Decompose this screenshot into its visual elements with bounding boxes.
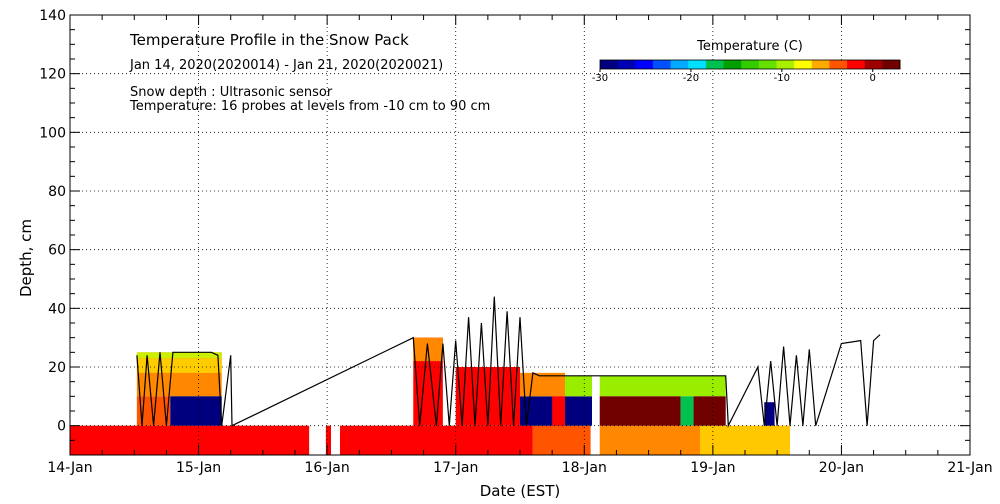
ground-temperature-cell-2 <box>340 425 533 455</box>
y-tick-label-1: 20 <box>48 360 66 376</box>
colorbar-swatch-10 <box>776 60 795 69</box>
snow-depth-layer <box>136 296 881 428</box>
y-tick-label-4: 80 <box>48 184 66 200</box>
colorbar-swatch-3 <box>652 60 672 69</box>
ground-temperature-cell-4 <box>590 425 600 455</box>
x-tick-label-5: 19-Jan <box>690 460 735 476</box>
y-tick-label-7: 140 <box>39 8 66 24</box>
y-axis-label: Depth, cm <box>17 219 35 297</box>
colorbar-swatch-14 <box>847 60 866 69</box>
colorbar-swatch-1 <box>617 60 636 69</box>
colorbar-swatch-6 <box>705 60 725 69</box>
colorbar-label: Temperature (C) <box>696 39 803 54</box>
snow-temperature-cell-1 <box>136 358 222 373</box>
chart-title: Temperature Profile in the Snow Pack <box>129 31 409 49</box>
x-axis-label: Date (EST) <box>480 482 561 500</box>
y-tick-label-3: 60 <box>48 243 66 259</box>
x-tick-label-3: 17-Jan <box>433 460 478 476</box>
colorbar-swatch-0 <box>600 60 619 69</box>
snow-temperature-cell-13 <box>592 375 600 426</box>
x-tick-label-6: 20-Jan <box>819 460 864 476</box>
colorbar-swatch-7 <box>723 60 742 69</box>
colorbar-swatch-11 <box>794 60 813 69</box>
snow-temperature-layer <box>136 337 775 426</box>
colorbar-swatch-13 <box>829 60 848 69</box>
colorbar-tick-label-1: -20 <box>683 73 699 84</box>
ground-temperature-cell-3 <box>532 425 591 455</box>
x-tick-label-1: 15-Jan <box>176 460 221 476</box>
y-tick-label-2: 40 <box>48 301 66 317</box>
ticks-layer: 14-Jan 15-Jan 16-Jan 17-Jan 18-Jan 19-Jan 20-J… <box>39 8 992 476</box>
snow-temperature-cell-2 <box>136 352 222 359</box>
colorbar-tick-label-3: 0 <box>870 73 876 84</box>
snow-temperature-cell-14 <box>599 396 681 426</box>
colorbar-swatch-5 <box>688 60 707 69</box>
colorbar-tick-label-2: -10 <box>774 73 790 84</box>
x-tick-label-0: 14-Jan <box>47 460 92 476</box>
snow-temperature-cell-12 <box>565 375 726 397</box>
snow-temperature-cell-4 <box>170 396 222 426</box>
ground-temperature-cell-5 <box>599 425 700 455</box>
colorbar-frame <box>599 59 901 70</box>
chart-subtitle: Jan 14, 2020(2020014) - Jan 21, 2020(202… <box>129 58 443 73</box>
snow-temperature-cell-15 <box>680 396 694 426</box>
colorbar-swatch-8 <box>741 60 760 69</box>
snow-temperature-cell-16 <box>693 396 726 426</box>
ground-temperature-cell-1 <box>325 425 331 455</box>
colorbar-swatch-12 <box>811 60 830 69</box>
snow-temperature-cell-10 <box>552 396 565 426</box>
y-tick-label-6: 120 <box>39 67 66 83</box>
snow-temperature-cell-11 <box>565 396 592 426</box>
annotation-snow-depth: Snow depth : Ultrasonic sensor <box>130 85 333 100</box>
colorbar: -30 -20 -10 0 <box>592 59 901 84</box>
grid-layer <box>70 15 970 455</box>
colorbar-swatch-15 <box>864 60 883 69</box>
annotation-temperature: Temperature: 16 probes at levels from -1… <box>129 99 490 114</box>
x-tick-label-4: 18-Jan <box>562 460 607 476</box>
y-tick-label-0: 0 <box>57 419 66 435</box>
colorbar-tick-label-0: -30 <box>592 73 608 84</box>
colorbar-swatch-16 <box>882 60 901 69</box>
snow-depth-line <box>136 296 881 428</box>
x-tick-label-7: 21-Jan <box>947 460 992 476</box>
y-tick-label-5: 100 <box>39 125 66 141</box>
colorbar-swatch-2 <box>635 60 654 69</box>
snow-temperature-cell-17 <box>764 402 775 426</box>
x-tick-label-2: 16-Jan <box>305 460 350 476</box>
ground-temperature-layer <box>70 425 790 455</box>
ground-temperature-cell-0 <box>70 425 310 455</box>
colorbar-swatch-9 <box>758 60 777 69</box>
colorbar-swatch-4 <box>670 60 689 69</box>
